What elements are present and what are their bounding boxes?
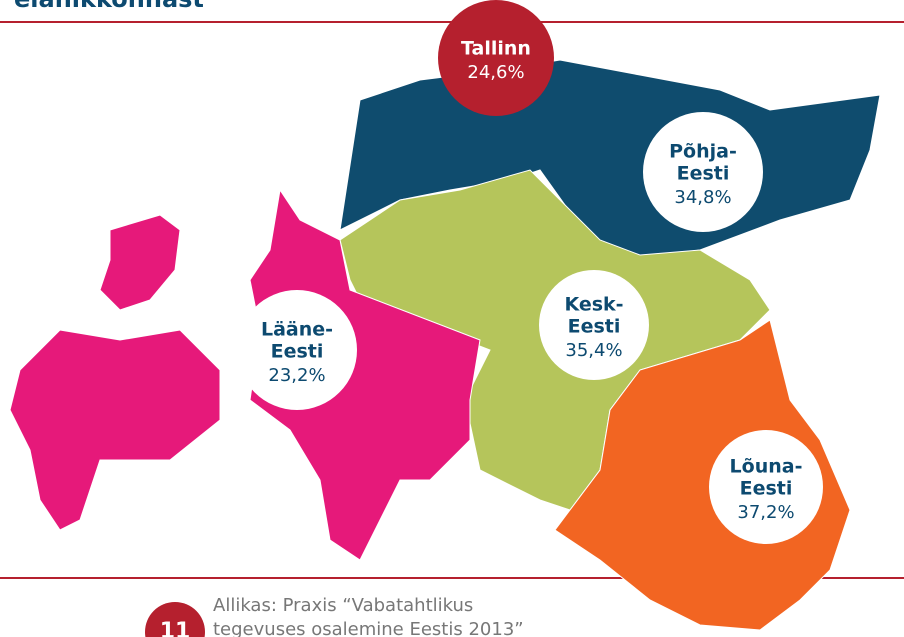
region-name: Eesti: [568, 316, 621, 338]
badge: [145, 602, 205, 637]
label-circle: [643, 112, 763, 232]
region-laane: [249, 188, 481, 561]
region-name: Eesti: [677, 163, 730, 185]
source-line: Allikas: Praxis “Vabatahtlikus: [213, 595, 473, 616]
region-name: Lõuna-: [730, 456, 803, 478]
region-name: Tallinn: [461, 38, 531, 60]
region-value: 35,4%: [565, 340, 622, 361]
region-value: 37,2%: [737, 502, 794, 523]
island-hiiumaa: [99, 214, 181, 311]
region-labels: Tallinn24,6%Põhja-Eesti34,8%Kesk-Eesti35…: [237, 0, 823, 544]
label-circle: [438, 0, 554, 116]
region-name: Eesti: [740, 478, 793, 500]
region-name: Eesti: [271, 341, 324, 363]
region-name: Lääne-: [261, 319, 333, 341]
region-louna: [554, 319, 851, 631]
label-circle: [709, 430, 823, 544]
region-name: Kesk-: [564, 294, 623, 316]
region-value: 23,2%: [268, 365, 325, 386]
region-value: 24,6%: [467, 62, 524, 83]
region-name: Põhja-: [669, 141, 737, 163]
region-value: 34,8%: [674, 187, 731, 208]
label-circle: [539, 270, 649, 380]
island-saaremaa: [9, 329, 221, 531]
source-line: tegevuses osalemine Eestis 2013”: [213, 619, 524, 637]
label-circle: [237, 290, 357, 410]
badge-number: 11: [160, 619, 191, 637]
title: elanikkonnast: [14, 0, 204, 13]
